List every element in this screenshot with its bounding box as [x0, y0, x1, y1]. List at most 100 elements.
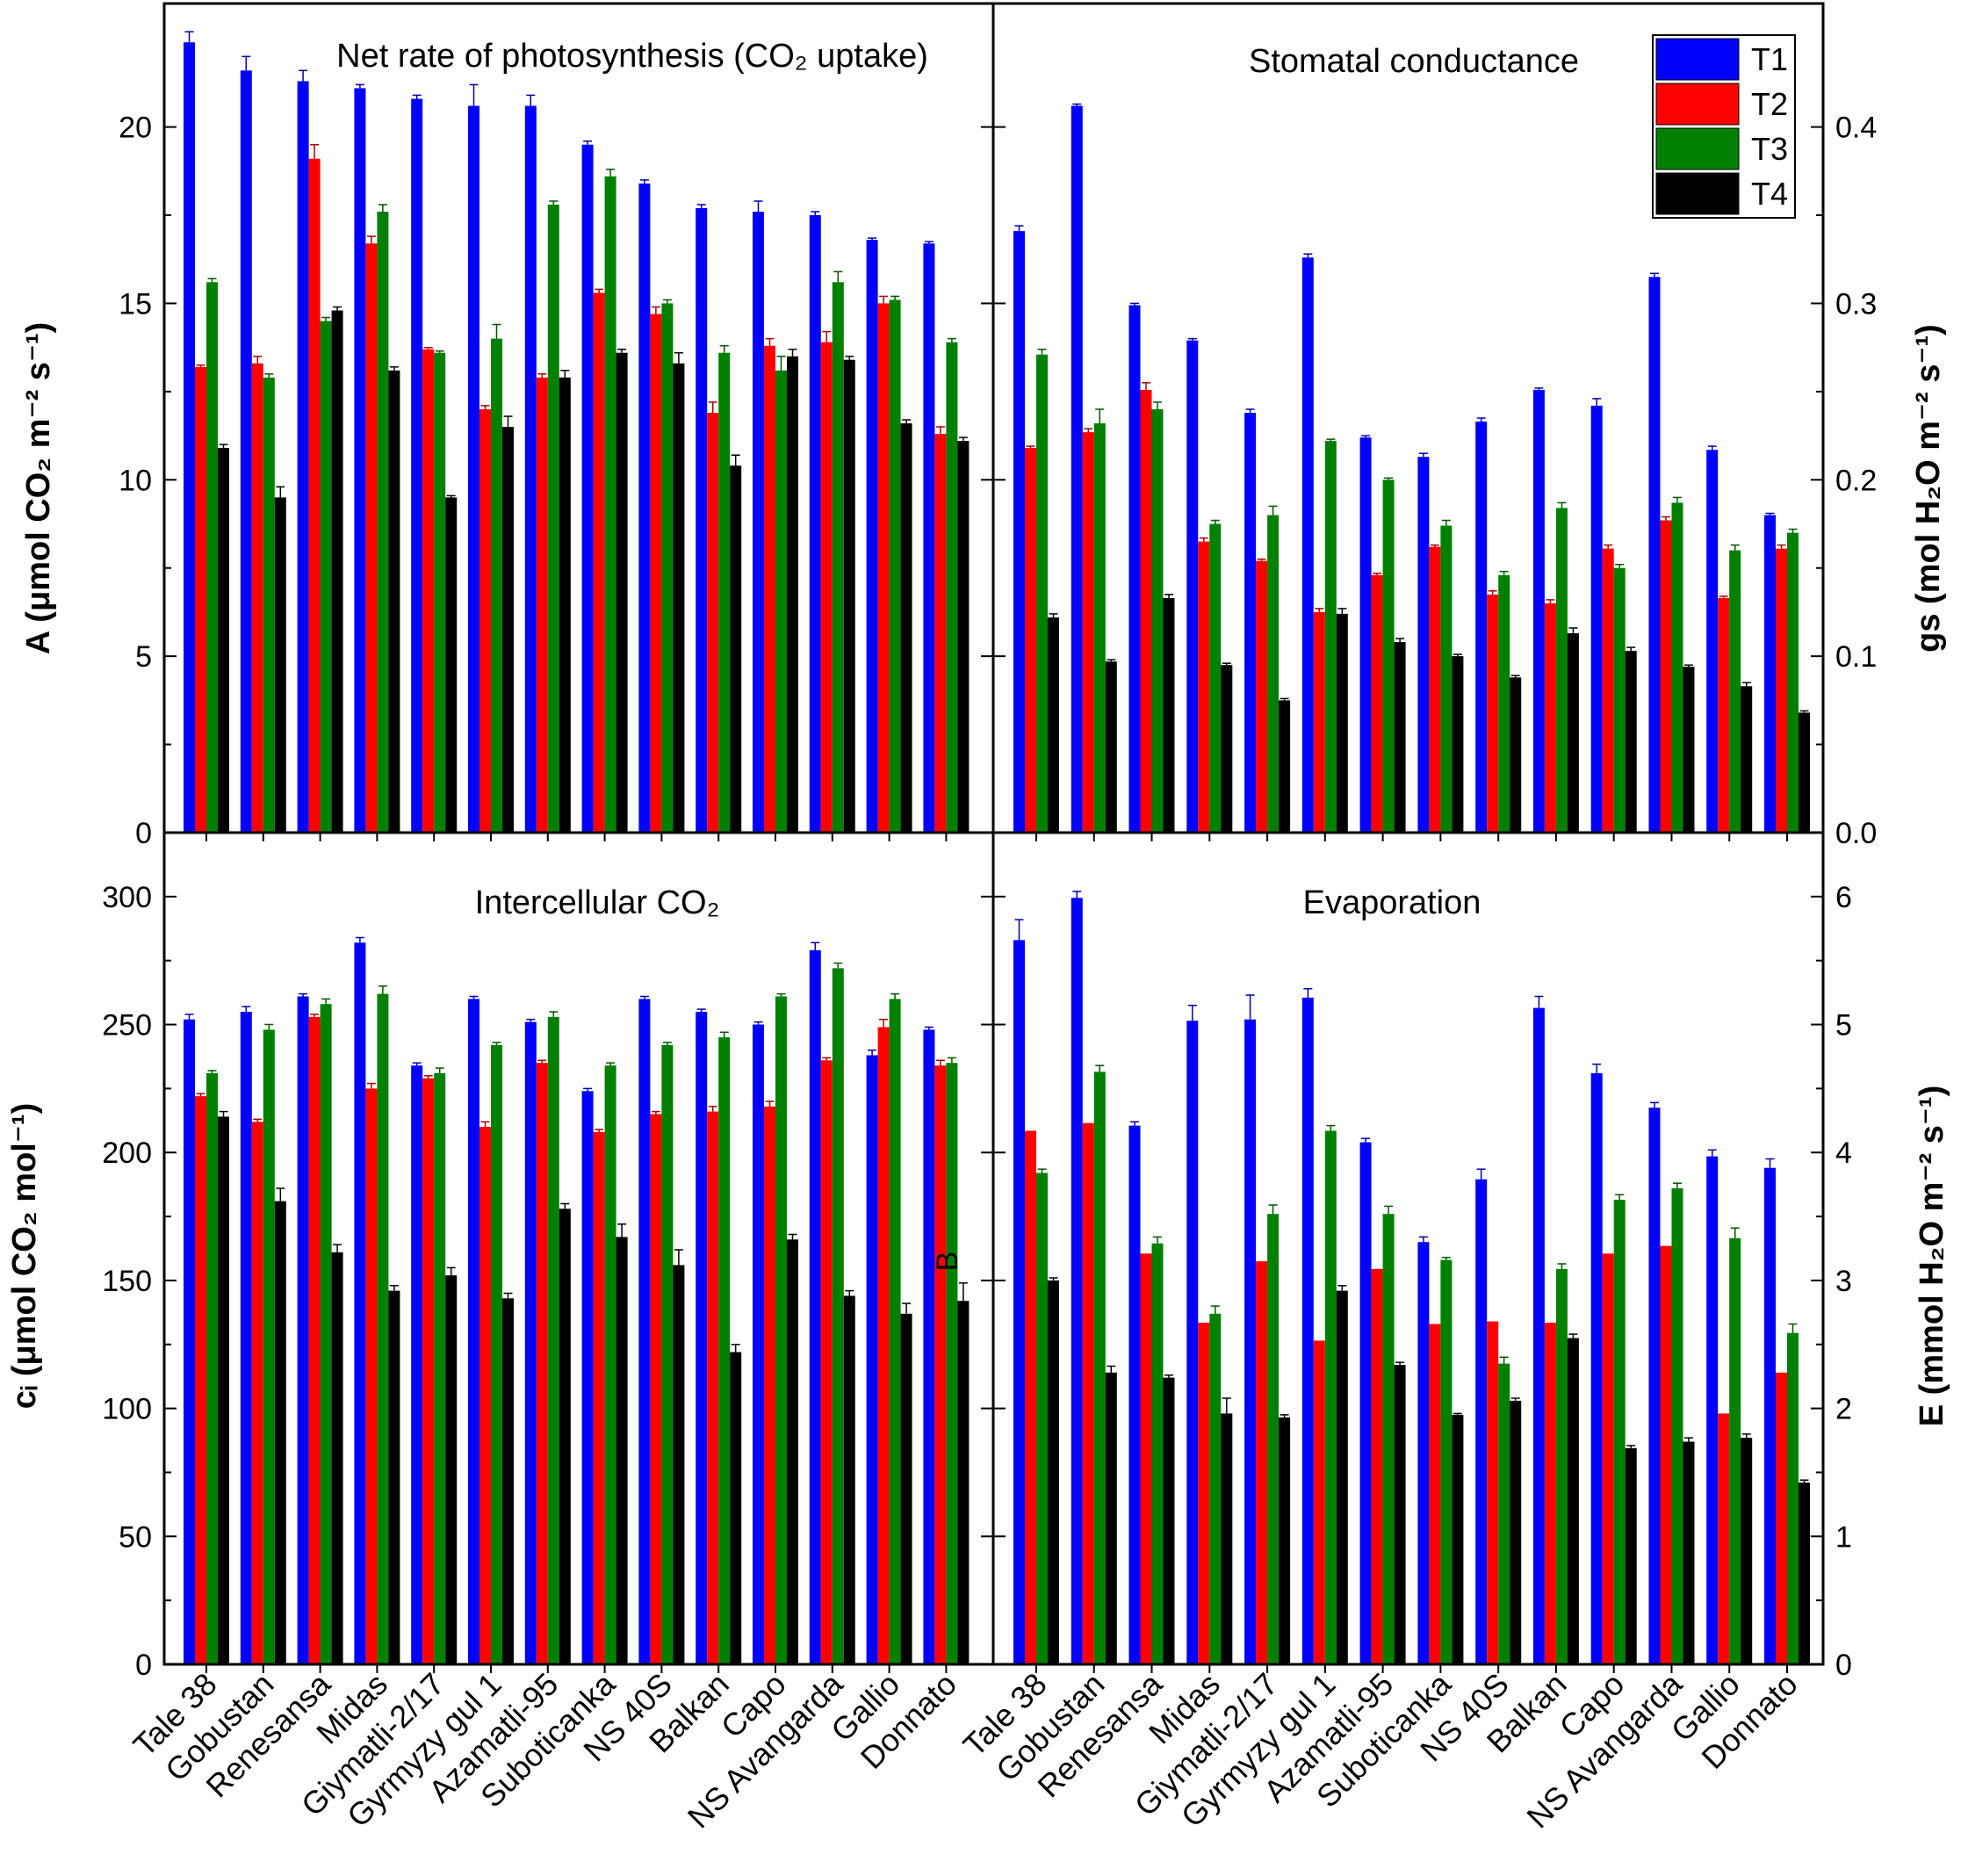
evaporation-bar-t2-midas: [1198, 1323, 1210, 1664]
panel-intercellular-co2: 0 50 100 150 200 250 300 Intercellular CO₂ cᵢ …: [6, 881, 993, 1682]
stomatal-conductance-bar-t2-gyrmyzy-gul-1: [1313, 611, 1325, 833]
evaporation-bar-t3-gallio: [1729, 1237, 1741, 1664]
photosynthesis-bar-t2-ns-avangarda: [820, 342, 833, 833]
stomatal-conductance-ytick-label-0-2: 0.2: [1835, 464, 1877, 497]
stomatal-conductance-bar-t2-azamatli-95: [1371, 574, 1383, 833]
intercellular-co2-bar-t1-balkan: [696, 1012, 708, 1664]
intercellular-co2-bar-t1-renesansa: [297, 996, 309, 1664]
evaporation-bar-t4-ns-40s: [1510, 1400, 1522, 1664]
stomatal-conductance-bar-t2-gobustan: [1082, 432, 1094, 833]
intercellular-co2-bar-t1-tale-38: [184, 1019, 195, 1664]
intercellular-co2-ytick-label-250: 250: [102, 1009, 152, 1043]
legend-label-t1: T1: [1751, 41, 1788, 77]
stomatal-conductance-bar-t3-tale-38: [1036, 354, 1048, 833]
stomatal-conductance-bar-t3-gallio: [1729, 550, 1741, 833]
stomatal-conductance-bar-t2-balkan: [1544, 602, 1556, 833]
evaporation-bar-t1-ns-40s: [1475, 1179, 1488, 1664]
legend-swatch-t2: [1655, 83, 1740, 126]
evaporation-bar-t2-giymatli-2-17: [1256, 1261, 1268, 1664]
intercellular-co2-bar-t3-renesansa: [320, 1004, 332, 1664]
photosynthesis-bar-t2-donnato: [934, 434, 947, 833]
legend-label-t3: T3: [1751, 131, 1788, 167]
photosynthesis-bars: [184, 31, 970, 833]
intercellular-co2-bar-t4-balkan: [730, 1352, 742, 1664]
stomatal-conductance-bar-t4-balkan: [1567, 633, 1579, 833]
evaporation-bar-t3-ns-avangarda: [1671, 1188, 1683, 1664]
intercellular-co2-bar-t4-gallio: [900, 1313, 912, 1664]
evaporation-bar-t4-suboticanka: [1452, 1414, 1464, 1664]
photosynthesis-bar-t4-capo: [787, 356, 798, 833]
stomatal-conductance-bar-t1-gobustan: [1071, 105, 1083, 833]
evaporation-ytick-label-0: 0: [1835, 1649, 1852, 1682]
intercellular-co2-bar-t3-midas: [377, 993, 389, 1664]
photosynthesis-bar-t4-giymatli-2-17: [445, 497, 458, 833]
stomatal-conductance-bar-t1-balkan: [1532, 389, 1545, 833]
stomatal-conductance-bar-t4-renesansa: [1163, 597, 1175, 833]
intercellular-co2-bar-t3-gobustan: [263, 1029, 275, 1664]
photosynthesis-bar-t3-tale-38: [206, 282, 218, 833]
intercellular-co2-bar-t2-gyrmyzy-gul-1: [479, 1127, 491, 1664]
evaporation-bar-t3-giymatli-2-17: [1267, 1214, 1280, 1664]
intercellular-co2-bar-t3-ns-40s: [661, 1044, 674, 1664]
stomatal-conductance-bar-t1-capo: [1590, 405, 1603, 833]
intercellular-co2-bar-t3-ns-avangarda: [832, 968, 844, 1664]
stomatal-conductance-y-axis-title: gs (mol H₂O m⁻² s⁻¹): [1910, 324, 1947, 653]
legend-swatch-t4: [1655, 172, 1740, 215]
intercellular-co2-bar-t3-gallio: [889, 999, 901, 1664]
stomatal-conductance-bar-t1-azamatli-95: [1359, 437, 1372, 833]
evaporation-bar-t1-suboticanka: [1417, 1242, 1430, 1664]
photosynthesis-bar-t3-donnato: [946, 342, 958, 833]
stomatal-conductance-bar-t3-midas: [1209, 523, 1222, 833]
evaporation-bar-t3-renesansa: [1151, 1243, 1164, 1664]
stomatal-conductance-bar-t4-azamatli-95: [1394, 642, 1406, 833]
intercellular-co2-bar-t2-donnato: [934, 1065, 947, 1664]
photosynthesis-bar-t4-balkan: [730, 465, 742, 833]
evaporation-bar-t3-tale-38: [1036, 1172, 1048, 1664]
evaporation-bar-t1-donnato: [1764, 1167, 1776, 1664]
photosynthesis-bar-t4-midas: [388, 370, 400, 833]
evaporation-bar-t4-balkan: [1567, 1338, 1579, 1664]
stomatal-conductance-bar-t3-gyrmyzy-gul-1: [1324, 441, 1337, 833]
photosynthesis-bar-t4-donnato: [957, 441, 970, 833]
evaporation-bar-t4-midas: [1221, 1413, 1233, 1664]
stomatal-conductance-bar-t2-tale-38: [1025, 448, 1036, 833]
stomatal-conductance-bar-t2-giymatli-2-17: [1256, 560, 1268, 833]
evaporation-ytick-label-2: 2: [1835, 1393, 1852, 1426]
stomatal-conductance-bar-t1-gallio: [1706, 450, 1719, 833]
evaporation-bar-t2-donnato: [1776, 1372, 1787, 1664]
evaporation-bar-t1-giymatli-2-17: [1244, 1019, 1257, 1664]
photosynthesis-bar-t3-balkan: [718, 352, 731, 833]
stomatal-conductance-bar-t3-capo: [1613, 567, 1626, 833]
intercellular-co2-bar-t2-tale-38: [195, 1096, 206, 1664]
stomatal-conductance-bar-t1-donnato: [1764, 515, 1776, 833]
photosynthesis-bar-t1-gyrmyzy-gul-1: [468, 105, 479, 833]
evaporation-bar-t3-capo: [1613, 1200, 1626, 1664]
evaporation-bar-t4-azamatli-95: [1394, 1365, 1406, 1664]
intercellular-co2-bar-t1-giymatli-2-17: [411, 1065, 423, 1664]
intercellular-co2-bar-t2-ns-40s: [650, 1114, 662, 1664]
stomatal-conductance-bar-t1-midas: [1186, 340, 1199, 833]
photosynthesis-ytick-label-0: 0: [135, 817, 152, 850]
intercellular-co2-bar-t3-capo: [775, 996, 787, 1664]
stomatal-conductance-bar-t3-giymatli-2-17: [1267, 515, 1280, 833]
photosynthesis-ticks: 0 5 10 15 20: [119, 112, 993, 850]
evaporation-bar-t2-ns-avangarda: [1660, 1245, 1672, 1664]
photosynthesis-bar-t3-suboticanka: [604, 176, 616, 833]
stomatal-conductance-bar-t4-gobustan: [1105, 661, 1117, 833]
stomatal-conductance-bar-t1-renesansa: [1128, 305, 1141, 833]
intercellular-co2-bar-t4-ns-40s: [673, 1265, 685, 1664]
photosynthesis-bar-t3-capo: [775, 370, 787, 833]
panel-photosynthesis: 0 5 10 15 20 Net rate of photosynthesis (CO₂…: [20, 31, 993, 850]
evaporation-bar-t2-tale-38: [1025, 1130, 1036, 1664]
photosynthesis-ytick-label-10: 10: [119, 464, 152, 497]
intercellular-co2-bar-t2-midas: [365, 1088, 378, 1664]
stomatal-conductance-bar-t3-ns-avangarda: [1671, 502, 1683, 833]
stomatal-conductance-bar-t3-renesansa: [1151, 409, 1164, 833]
photosynthesis-bar-t2-gallio: [877, 303, 890, 833]
intercellular-co2-bar-t1-gyrmyzy-gul-1: [468, 999, 479, 1664]
intercellular-co2-bar-t3-balkan: [718, 1037, 731, 1664]
photosynthesis-bar-t3-azamatli-95: [547, 205, 559, 833]
evaporation-ytick-label-4: 4: [1835, 1136, 1852, 1170]
evaporation-bar-t2-balkan: [1544, 1323, 1556, 1664]
